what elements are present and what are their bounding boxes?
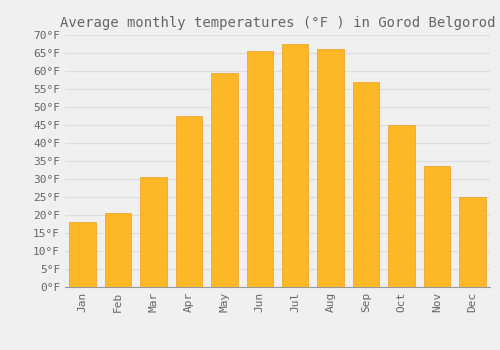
Bar bbox=[246, 51, 273, 287]
Bar bbox=[318, 49, 344, 287]
Bar bbox=[353, 82, 380, 287]
Bar bbox=[459, 197, 485, 287]
Bar bbox=[282, 44, 308, 287]
Bar bbox=[211, 73, 238, 287]
Bar bbox=[176, 116, 202, 287]
Bar bbox=[424, 166, 450, 287]
Bar bbox=[388, 125, 414, 287]
Title: Average monthly temperatures (°F ) in Gorod Belgorod: Average monthly temperatures (°F ) in Go… bbox=[60, 16, 495, 30]
Bar bbox=[140, 177, 167, 287]
Bar bbox=[105, 213, 132, 287]
Bar bbox=[70, 222, 96, 287]
